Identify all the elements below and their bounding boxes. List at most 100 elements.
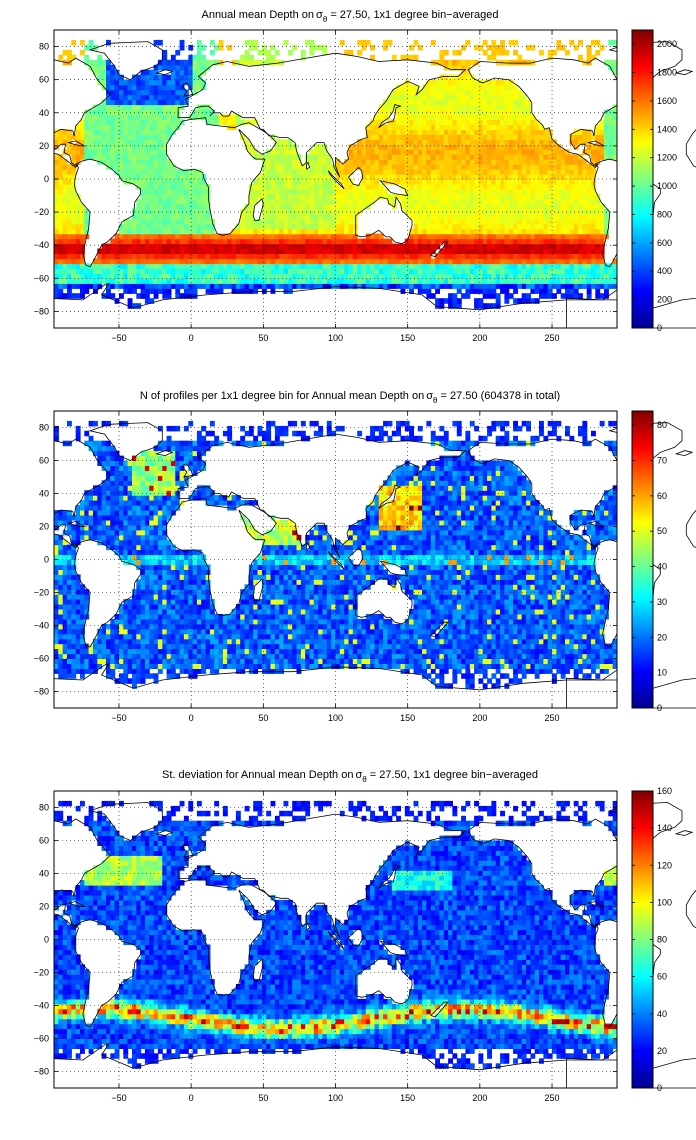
data-cell — [222, 114, 228, 120]
data-cell — [170, 79, 176, 86]
data-cell — [344, 278, 350, 284]
data-cell — [75, 273, 81, 279]
data-cell — [71, 203, 77, 210]
data-cell — [517, 139, 523, 145]
data-cell — [474, 188, 479, 195]
data-cell — [417, 278, 423, 284]
data-cell — [604, 149, 609, 155]
data-cell — [101, 104, 107, 111]
data-cell — [149, 278, 155, 284]
data-cell — [136, 223, 142, 230]
data-cell — [144, 149, 150, 155]
data-cell — [166, 188, 172, 195]
data-cell — [153, 288, 159, 294]
data-cell — [439, 263, 445, 269]
data-cell — [149, 233, 155, 240]
data-cell — [149, 223, 155, 230]
data-cell — [552, 188, 557, 195]
data-cell — [569, 273, 575, 279]
data-cell — [318, 223, 324, 230]
data-cell — [417, 124, 423, 130]
data-cell — [88, 134, 94, 140]
data-cell — [80, 208, 85, 215]
data-cell — [586, 164, 592, 170]
data-cell — [132, 119, 137, 125]
data-cell — [374, 184, 380, 190]
data-cell — [110, 470, 116, 476]
data-cell — [274, 198, 280, 205]
data-cell — [157, 218, 163, 225]
data-cell — [84, 529, 90, 536]
data-cell — [144, 283, 150, 289]
data-cell — [149, 169, 155, 175]
data-cell — [292, 164, 298, 170]
data-cell — [400, 149, 406, 155]
data-cell — [456, 298, 462, 304]
data-cell — [144, 268, 150, 274]
data-cell — [88, 515, 94, 521]
data-cell — [93, 139, 98, 145]
data-cell — [560, 253, 566, 260]
data-cell — [201, 193, 207, 200]
data-cell — [97, 149, 103, 155]
data-cell — [474, 278, 479, 284]
data-cell — [292, 233, 298, 240]
data-cell — [326, 273, 332, 279]
data-cell — [80, 218, 85, 225]
data-cell — [448, 248, 453, 255]
data-cell — [106, 460, 111, 466]
data-cell — [413, 104, 419, 111]
data-cell — [578, 208, 583, 215]
data-cell — [578, 139, 583, 145]
data-cell — [214, 59, 220, 66]
data-cell — [88, 495, 94, 501]
data-cell — [452, 64, 458, 71]
data-cell — [101, 539, 107, 546]
data-cell — [313, 154, 319, 160]
data-cell — [175, 228, 181, 235]
data-cell — [526, 44, 531, 51]
data-cell — [54, 594, 59, 600]
data-cell — [279, 268, 285, 274]
data-cell — [283, 248, 289, 255]
data-cell — [474, 283, 479, 289]
data-cell — [144, 169, 150, 175]
data-cell — [71, 589, 77, 595]
data-cell — [97, 124, 103, 130]
data-cell — [513, 184, 518, 190]
data-cell — [565, 238, 570, 245]
data-cell — [452, 233, 458, 240]
data-cell — [409, 213, 414, 220]
data-cell — [287, 203, 293, 210]
data-cell — [166, 223, 172, 230]
data-cell — [101, 59, 107, 66]
data-cell — [430, 243, 436, 250]
data-cell — [188, 223, 194, 230]
data-cell — [569, 278, 575, 284]
data-cell — [62, 179, 68, 185]
data-cell — [305, 154, 311, 160]
data-cell — [400, 263, 406, 269]
data-cell — [435, 253, 440, 260]
data-cell — [335, 218, 341, 225]
data-cell — [218, 278, 224, 284]
data-cell — [132, 273, 137, 279]
data-cell — [396, 263, 401, 269]
data-cell — [240, 119, 246, 125]
data-cell — [456, 99, 462, 106]
data-cell — [88, 668, 94, 674]
data-cell — [435, 213, 440, 220]
data-cell — [426, 109, 432, 116]
data-cell — [106, 258, 111, 265]
data-cell — [487, 193, 492, 200]
data-cell — [201, 273, 207, 279]
data-cell — [400, 104, 406, 111]
data-cell — [97, 114, 103, 120]
data-cell — [478, 139, 484, 145]
data-cell — [114, 69, 120, 76]
data-cell — [383, 243, 388, 250]
data-cell — [300, 54, 306, 61]
data-cell — [474, 233, 479, 240]
data-cell — [266, 159, 272, 165]
data-cell — [58, 129, 64, 135]
